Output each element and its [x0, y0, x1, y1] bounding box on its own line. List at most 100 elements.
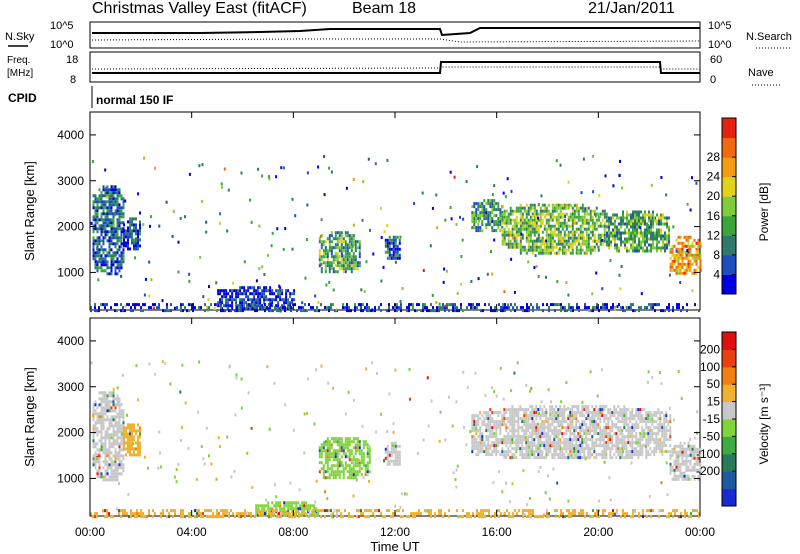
power-range-cell: [320, 303, 322, 307]
power-range-cell: [509, 233, 512, 237]
velocity-range-cell: [529, 435, 532, 439]
power-range-cell: [660, 176, 663, 179]
power-range-cell: [116, 224, 119, 228]
velocity-range-cell: [645, 453, 648, 457]
power-range-cell: [606, 243, 608, 247]
power-range-cell: [616, 234, 618, 238]
velocity-range-cell: [394, 444, 397, 448]
power-range-cell: [620, 265, 623, 268]
velocity-range-cell: [573, 450, 576, 454]
power-range-cell: [154, 303, 156, 307]
power-range-cell: [170, 303, 172, 307]
power-range-cell: [291, 301, 294, 305]
power-range-cell: [108, 209, 111, 213]
velocity-range-cell: [697, 456, 700, 460]
velocity-range-cell: [477, 453, 480, 457]
velocity-range-cell: [637, 444, 640, 448]
power-range-cell: [561, 239, 564, 243]
velocity-range-cell: [104, 409, 107, 413]
velocity-range-cell: [599, 426, 602, 430]
velocity-range-cell: [352, 437, 355, 441]
power-range-cell: [660, 309, 662, 313]
velocity-range-cell: [479, 435, 482, 439]
power-range-cell: [537, 239, 540, 243]
power-range-cell: [229, 304, 232, 308]
power-range-cell: [356, 261, 359, 265]
velocity-range-cell: [645, 441, 648, 445]
velocity-range-cell: [92, 409, 95, 413]
velocity-range-cell: [583, 423, 586, 427]
power-range-cell: [561, 236, 564, 240]
power-range-cell: [557, 224, 560, 228]
velocity-range-cell: [322, 446, 325, 450]
power-range-cell: [271, 304, 274, 308]
velocity-range-cell: [673, 450, 676, 454]
power-range-cell: [628, 231, 630, 235]
velocity-range-cell: [509, 411, 512, 415]
velocity-range-cell: [106, 515, 108, 519]
power-range-cell: [108, 221, 111, 225]
velocity-range-cell: [679, 471, 682, 475]
velocity-range-cell: [493, 441, 496, 445]
power-range-cell: [139, 223, 141, 227]
power-range-cell: [114, 236, 117, 240]
velocity-range-cell: [581, 414, 584, 418]
power-range-cell: [559, 230, 562, 234]
power-range-cell: [608, 228, 610, 232]
power-range-cell: [118, 191, 121, 195]
power-range-cell: [406, 306, 408, 310]
power-range-cell: [96, 230, 99, 234]
power-range-cell: [98, 188, 101, 192]
velocity-range-cell: [575, 438, 578, 442]
power-range-cell: [135, 247, 137, 251]
power-range-cell: [612, 303, 614, 307]
power-range-cell: [360, 309, 362, 313]
power-range-cell: [100, 197, 103, 201]
power-range-cell: [691, 244, 694, 248]
power-range-cell: [243, 286, 246, 290]
power-range-cell: [479, 226, 482, 230]
power-range-cell: [535, 264, 538, 268]
velocity-range-cell: [555, 441, 558, 445]
velocity-range-cell: [529, 441, 532, 445]
power-range-cell: [687, 244, 690, 248]
power-range-cell: [430, 303, 432, 307]
velocity-range-cell: [517, 423, 520, 427]
power-range-cell: [634, 213, 636, 217]
power-range-cell: [110, 209, 113, 213]
power-range-cell: [133, 241, 135, 245]
power-range-cell: [374, 162, 377, 166]
power-range-cell: [220, 185, 223, 189]
power-range-cell: [104, 227, 107, 231]
velocity-range-cell: [503, 411, 506, 415]
power-range-cell: [336, 270, 339, 274]
velocity-range-cell: [481, 414, 484, 418]
power-range-cell: [489, 214, 492, 218]
power-range-cell: [230, 309, 232, 313]
power-range-cell: [595, 239, 598, 243]
power-range-cell: [243, 298, 246, 302]
power-range-cell: [202, 295, 205, 299]
power-range-cell: [571, 248, 574, 252]
velocity-range-cell: [673, 477, 676, 481]
velocity-range-cell: [677, 444, 680, 448]
power-range-cell: [372, 252, 375, 256]
velocity-range-cell: [551, 405, 554, 409]
power-range-cell: [523, 248, 526, 252]
power-range-cell: [123, 241, 125, 245]
power-range-cell: [545, 221, 548, 225]
power-range-cell: [340, 264, 343, 268]
velocity-range-cell: [390, 441, 393, 445]
power-range-cell: [135, 229, 137, 233]
power-range-cell: [583, 209, 586, 213]
velocity-range-cell: [346, 446, 349, 450]
power-range-cell: [266, 306, 268, 310]
power-range-cell: [527, 224, 530, 228]
velocity-range-cell: [94, 403, 97, 407]
velocity-range-cell: [653, 432, 656, 436]
velocity-range-cell: [553, 456, 556, 460]
power-range-cell: [532, 306, 534, 310]
power-range-cell: [571, 206, 574, 210]
velocity-range-cell: [487, 414, 490, 418]
power-range-cell: [567, 215, 570, 219]
